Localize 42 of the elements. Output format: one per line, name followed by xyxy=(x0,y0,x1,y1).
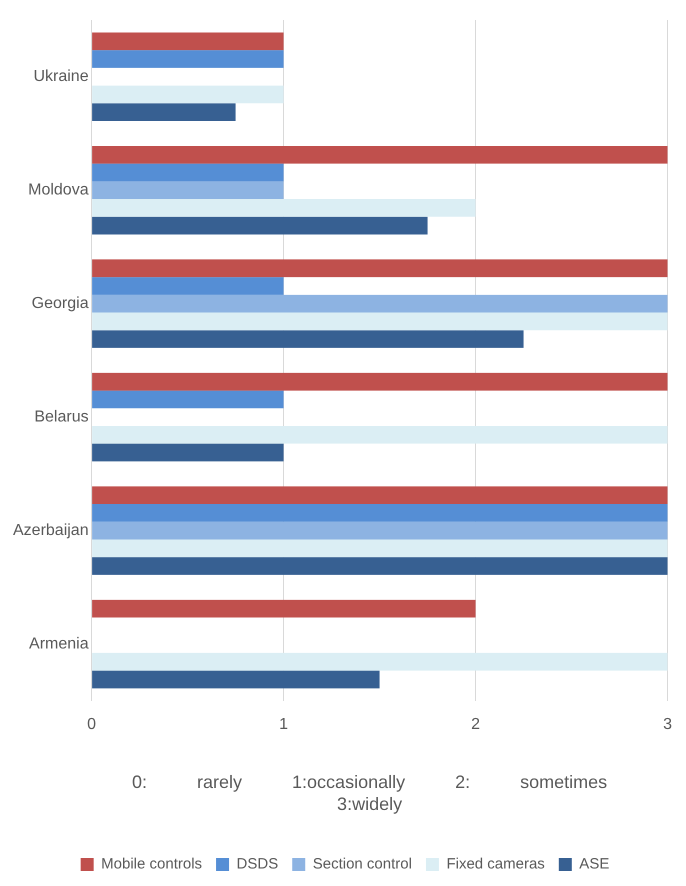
bar xyxy=(92,522,668,540)
bar xyxy=(92,330,524,348)
y-tick-label: Armenia xyxy=(29,635,89,652)
legend-label: Mobile controls xyxy=(101,856,202,873)
bar xyxy=(92,199,476,217)
x-tick-label: 3 xyxy=(663,716,672,733)
x-tick-label: 0 xyxy=(87,716,96,733)
legend-label: Section control xyxy=(312,856,412,873)
bar xyxy=(92,259,668,278)
y-tick-label: Belarus xyxy=(34,408,89,426)
bar xyxy=(92,652,668,671)
x-tick-label: 2 xyxy=(471,716,480,733)
y-tick-label: Moldova xyxy=(28,182,89,199)
bar xyxy=(92,426,668,444)
y-tick-label: Ukraine xyxy=(33,68,89,86)
bar xyxy=(92,50,284,68)
bar xyxy=(92,372,668,391)
bar xyxy=(92,277,284,295)
x-tick-label: 1 xyxy=(279,716,288,733)
bar xyxy=(92,294,668,313)
bar xyxy=(92,146,668,164)
bar xyxy=(92,390,284,408)
legend-label: DSDS xyxy=(236,856,278,873)
legend-label: Fixed cameras xyxy=(446,856,545,873)
bar xyxy=(92,216,428,234)
bar xyxy=(92,86,284,104)
bar xyxy=(92,444,284,462)
bar xyxy=(92,103,236,121)
bar xyxy=(92,181,284,200)
bar xyxy=(92,504,668,522)
legend-label: ASE xyxy=(579,856,610,873)
y-tick-label: Georgia xyxy=(32,295,89,312)
bar xyxy=(92,670,380,688)
text: 0: rarely 1:occasionally 2: sometimes 3:widely xyxy=(132,772,608,814)
bar xyxy=(92,557,668,575)
bar xyxy=(92,600,476,618)
y-tick-label: Azerbaijan xyxy=(12,522,89,540)
bar xyxy=(92,312,668,330)
bar xyxy=(92,164,284,182)
bar xyxy=(92,486,668,504)
bar xyxy=(92,539,668,558)
bar xyxy=(92,32,284,50)
